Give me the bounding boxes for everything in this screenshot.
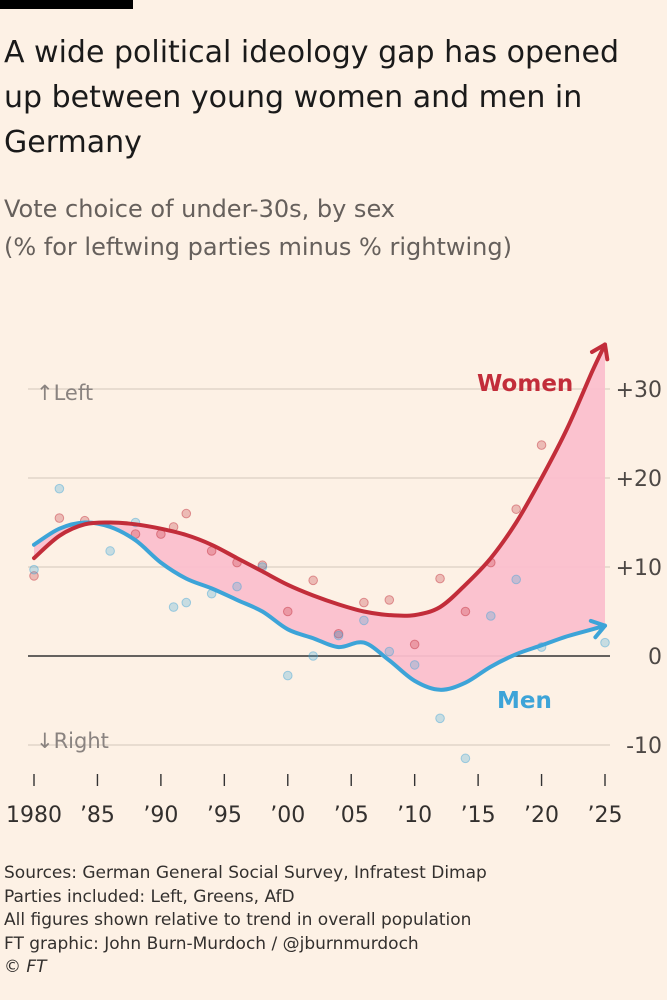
subtitle-line-1: Vote choice of under-30s, by sex [4,195,395,223]
y-tick-label: -10 [626,734,662,759]
y-tick-label: +30 [616,378,662,403]
men-data-point [460,753,471,764]
men-data-point [232,581,242,592]
men-data-point [486,611,496,621]
men-data-point [600,637,610,648]
x-tick-label: ’85 [80,803,115,828]
relative-note: All figures shown relative to trend in o… [4,910,472,930]
men-arrowhead [588,618,607,640]
men-data-point [435,713,445,724]
women-data-point [282,606,293,617]
x-tick-label: ’95 [207,803,242,828]
left-direction-label: ↑Left [36,381,93,405]
x-tick-label: ’90 [143,803,178,828]
women-data-point [511,504,521,514]
women-data-point [435,573,445,584]
y-tick-label: 0 [648,645,662,670]
y-tick-label: +20 [616,467,662,492]
x-tick-label: ’15 [461,803,496,828]
women-data-point [384,595,395,605]
chart-footer: Sources: German General Social Survey, I… [4,862,654,980]
women-data-point [460,606,471,617]
chart-subtitle: Vote choice of under-30s, by sex (% for … [4,190,654,266]
men-data-point [168,602,179,612]
women-data-point [308,575,318,586]
x-tick-label: ’00 [270,803,305,828]
graphic-credit: FT graphic: John Burn-Murdoch / @jburnmu… [4,933,419,954]
women-data-point [409,639,420,650]
men-data-point [333,630,344,641]
axes: +30 +20 +10 0 -10 ↑Left ↓Right 1980 ’85 ’90 ’95 ’00… [6,378,662,828]
x-tick-label: ’10 [397,803,432,828]
y-tick-label: +10 [616,556,662,581]
men-data-point [105,546,115,556]
women-data-point [359,597,369,608]
men-data-point [384,646,395,657]
women-data-point [29,571,39,581]
women-series-label: Women [477,371,573,397]
gap-area-fill [34,344,605,690]
women-arrowhead [590,342,610,362]
men-data-point [181,597,192,608]
subtitle-line-2: (% for leftwing parties minus % rightwin… [4,233,512,261]
men-data-point [308,651,318,661]
x-tick-label: ’25 [588,803,623,828]
right-direction-label: ↓Right [36,729,109,753]
women-data-point [181,508,192,519]
copyright: © FT [4,957,47,977]
women-data-point [333,628,344,639]
men-data-point [511,574,521,585]
sources-note: Sources: German General Social Survey, I… [4,863,487,883]
men-data-point [359,615,369,626]
women-data-point [536,440,547,450]
ideology-gap-chart: +30 +20 +10 0 -10 ↑Left ↓Right 1980 ’85 ’90 ’95 ’00… [6,342,662,828]
men-data-point [409,660,420,670]
men-series-label: Men [497,688,552,714]
x-tick-label: 1980 [6,803,62,828]
women-trend-line [32,342,607,618]
men-data-point [54,483,65,494]
ft-top-bar [0,0,133,9]
women-data-point [54,513,65,523]
x-tick-label: ’20 [524,803,559,828]
parties-note: Parties included: Left, Greens, AfD [4,886,295,907]
series-labels: Women Men [477,371,573,714]
men-trend-line [32,520,607,692]
men-data-point [282,670,293,681]
chart-title: A wide political ideology gap has opened… [4,35,620,160]
men-data-point [29,564,39,575]
x-tick-label: ’05 [334,803,369,828]
